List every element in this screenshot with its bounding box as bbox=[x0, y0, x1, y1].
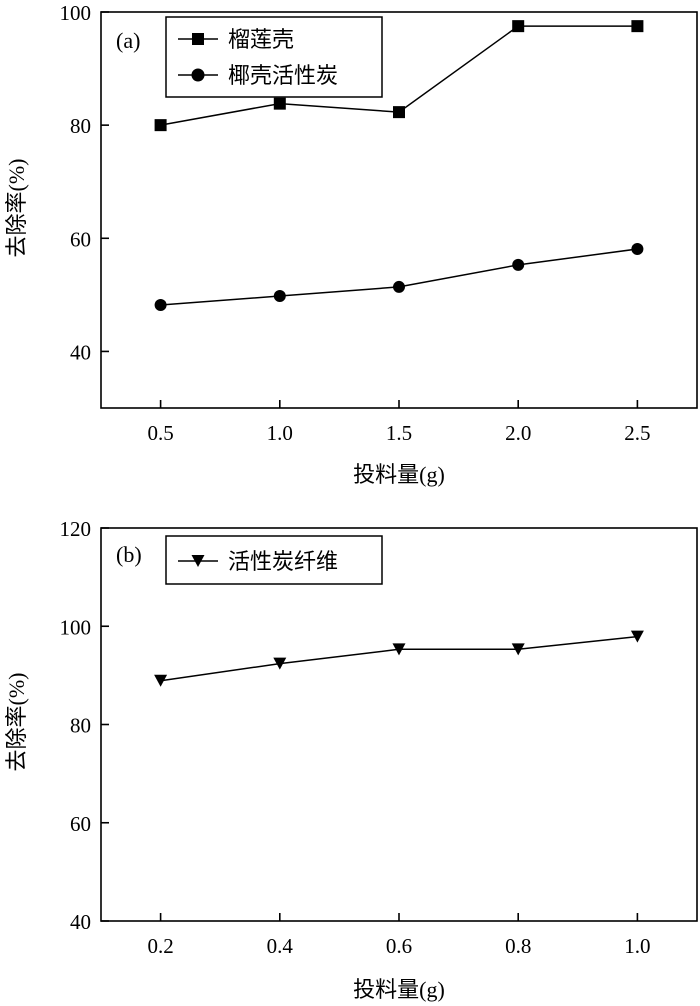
data-point-square bbox=[393, 106, 405, 119]
panel-b-y-ticks: 40 60 80 100 120 bbox=[60, 517, 109, 934]
panel-a-y-ticks: 40 60 80 100 bbox=[60, 1, 109, 364]
y-tick-label: 40 bbox=[70, 910, 91, 934]
panel-a-series-group bbox=[154, 20, 644, 312]
legend-square-marker-icon bbox=[192, 33, 204, 45]
panel-b-series-group bbox=[154, 630, 644, 687]
y-tick-label: 120 bbox=[60, 517, 92, 541]
data-point-triangle-down bbox=[630, 630, 644, 643]
data-point-triangle-down bbox=[511, 643, 525, 656]
panel-a-legend-box bbox=[165, 16, 383, 98]
panel-b-plot-frame bbox=[100, 527, 698, 922]
panel-a-y-axis-title: 去除率(%) bbox=[4, 159, 29, 258]
panel-b-y-axis-title: 去除率(%) bbox=[4, 673, 29, 772]
panel-b-x-axis-title: 投料量(g) bbox=[353, 977, 445, 1002]
x-tick-label: 2.0 bbox=[505, 421, 531, 445]
panel-a-chart: (a) 投料量(g) 去除率(%) 0.5 1.0 1.5 2.0 2.5 40 60 80… bbox=[4, 1, 698, 487]
y-tick-label: 80 bbox=[70, 714, 91, 738]
data-point-circle bbox=[154, 299, 167, 312]
x-tick-label: 1.0 bbox=[624, 934, 650, 958]
panel-b-x-ticks: 0.2 0.4 0.6 0.8 1.0 bbox=[147, 913, 651, 958]
panel-a-legend: 榴莲壳 椰壳活性炭 bbox=[165, 16, 383, 98]
data-point-triangle-down bbox=[273, 657, 287, 670]
y-tick-label: 80 bbox=[70, 114, 91, 138]
y-tick-label: 100 bbox=[60, 615, 92, 639]
x-tick-label: 1.0 bbox=[267, 421, 293, 445]
panel-a-legend-label-durian: 榴莲壳 bbox=[228, 27, 294, 52]
data-point-square bbox=[631, 20, 644, 33]
data-point-circle bbox=[273, 289, 286, 302]
panel-a-x-ticks: 0.5 1.0 1.5 2.0 2.5 bbox=[147, 400, 651, 445]
series-line-1 bbox=[160, 635, 638, 682]
series-line-2 bbox=[160, 248, 638, 306]
y-tick-label: 40 bbox=[70, 340, 91, 364]
data-point-circle bbox=[512, 258, 525, 271]
data-point-circle bbox=[631, 243, 644, 256]
panel-b-legend: 活性炭纤维 bbox=[165, 535, 383, 585]
panel-a-legend-label-coconut: 椰壳活性炭 bbox=[228, 63, 338, 88]
data-point-square bbox=[154, 119, 167, 132]
x-tick-label: 1.5 bbox=[386, 421, 412, 445]
x-tick-label: 0.2 bbox=[147, 934, 173, 958]
x-tick-label: 0.4 bbox=[267, 934, 294, 958]
x-tick-label: 0.5 bbox=[147, 421, 173, 445]
data-point-triangle-down bbox=[154, 674, 168, 687]
panel-a-x-axis-title: 投料量(g) bbox=[353, 462, 445, 487]
x-tick-label: 0.8 bbox=[505, 934, 531, 958]
data-point-circle bbox=[393, 280, 405, 293]
x-tick-label: 0.6 bbox=[386, 934, 412, 958]
y-tick-label: 60 bbox=[70, 812, 91, 836]
data-point-square bbox=[512, 20, 525, 33]
data-point-square bbox=[273, 97, 286, 110]
panel-b-legend-box bbox=[165, 535, 383, 585]
panel-b-legend-label: 活性炭纤维 bbox=[228, 549, 338, 574]
y-tick-label: 100 bbox=[60, 1, 92, 25]
legend-circle-marker-icon bbox=[191, 68, 205, 82]
panel-b-label: (b) bbox=[116, 542, 142, 567]
legend-triangle-down-marker-icon bbox=[191, 555, 205, 567]
y-tick-label: 60 bbox=[70, 227, 91, 251]
panel-b-chart: (b) 投料量(g) 去除率(%) 0.2 0.4 0.6 0.8 1.0 40 60 80… bbox=[4, 517, 698, 1002]
panel-a-label: (a) bbox=[116, 28, 140, 53]
data-point-triangle-down bbox=[392, 643, 406, 656]
x-tick-label: 2.5 bbox=[624, 421, 650, 445]
